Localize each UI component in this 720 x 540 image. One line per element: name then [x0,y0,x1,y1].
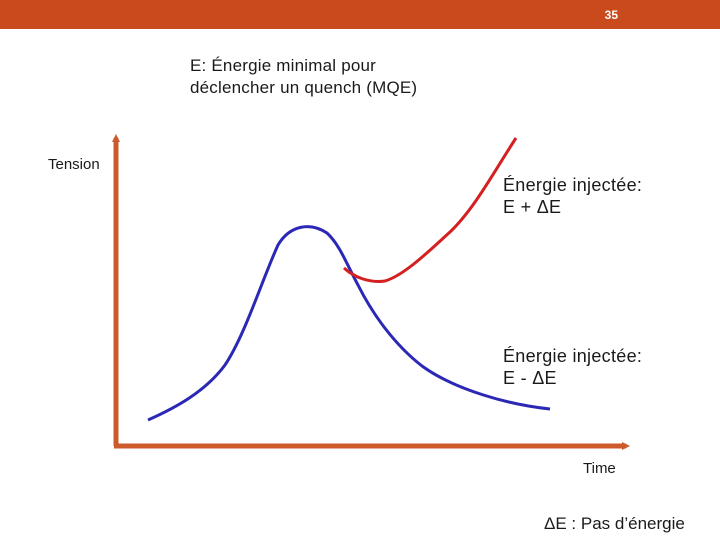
annotation-plus: Énergie injectée: E + ΔE [503,175,643,217]
curve-minus [147,225,551,422]
curve-plus [342,137,518,283]
x-axis-label: Time [583,460,616,477]
top-bar: 35 [0,0,720,29]
annotation-minus: Énergie injectée: E - ΔE [503,346,643,388]
y-axis-label: Tension [48,156,100,173]
definition-text: E: Énergie minimal pour déclencher un qu… [190,56,418,97]
delta-note: ΔE : Pas d’énergie [544,514,685,533]
slide-number: 35 [604,8,618,22]
